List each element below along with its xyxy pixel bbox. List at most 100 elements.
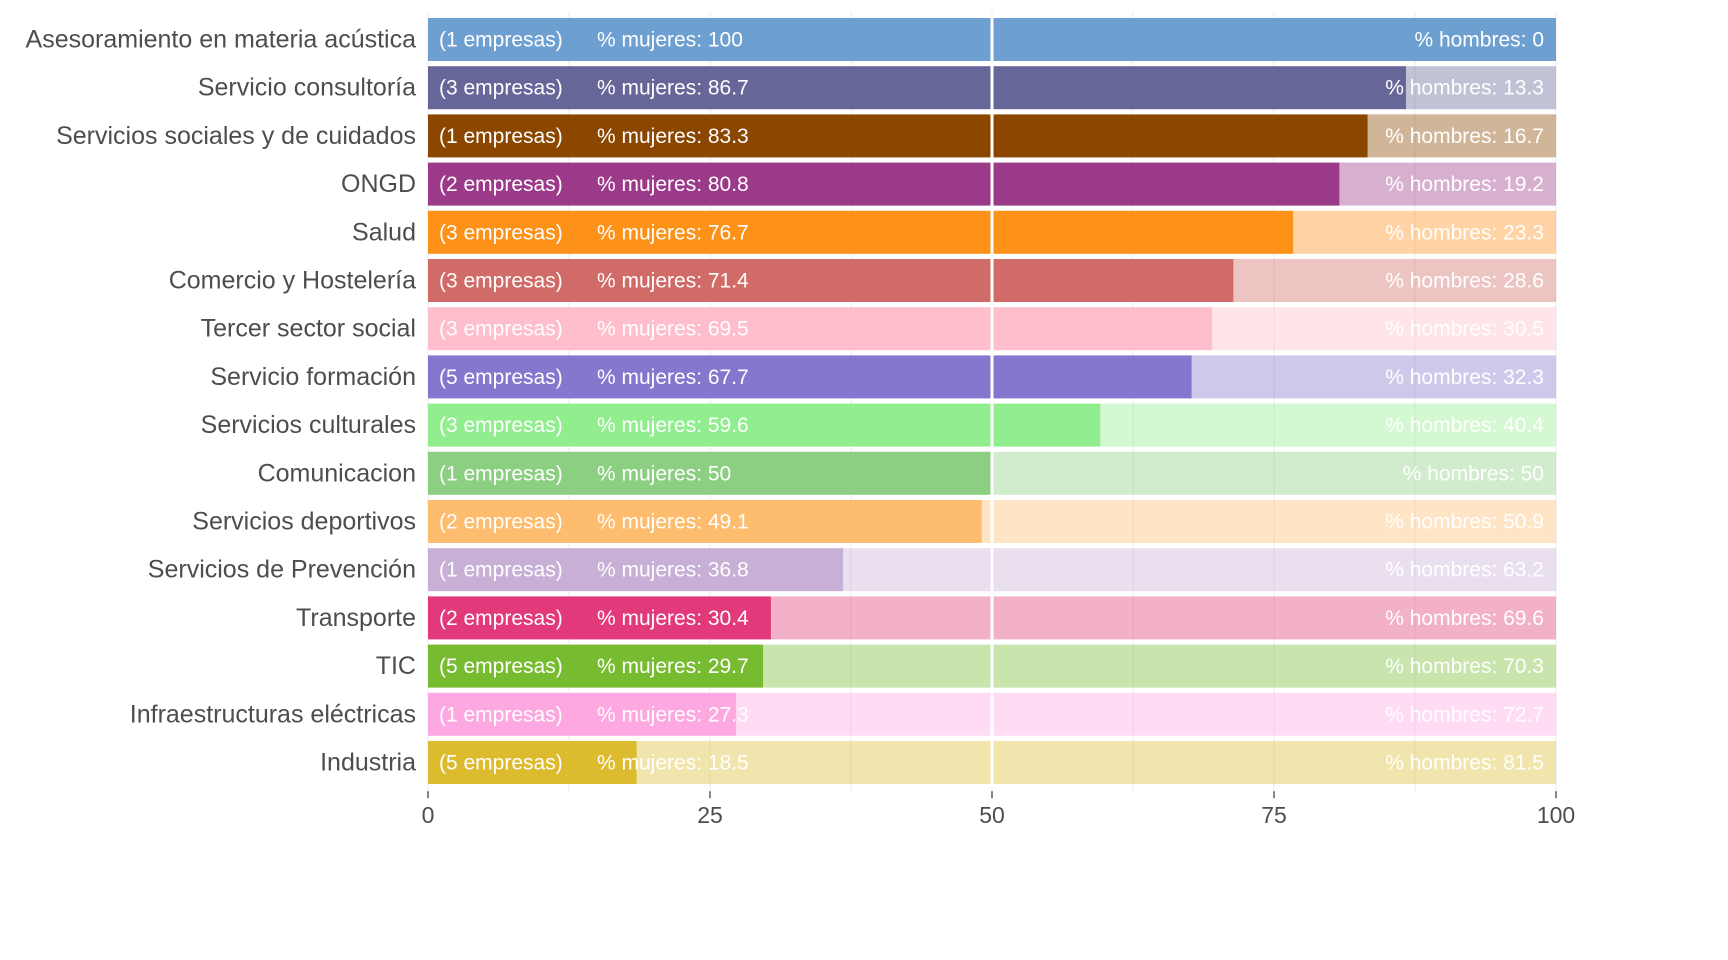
hombres-value-label: % hombres: 50.9 — [1385, 511, 1544, 534]
x-tick-label: 75 — [1261, 802, 1287, 828]
bar-hombres — [770, 596, 1556, 640]
category-label: Industria — [320, 749, 416, 777]
company-count-label: (1 empresas) — [439, 125, 563, 148]
bar-hombres — [1339, 162, 1556, 206]
bar-hombres — [1191, 355, 1556, 399]
bar-hombres — [1405, 66, 1556, 110]
bar-hombres — [1211, 307, 1556, 351]
bar-mujeres — [428, 259, 1234, 302]
company-count-label: (3 empresas) — [439, 221, 563, 244]
mujeres-value-label: % mujeres: 49.1 — [597, 511, 749, 534]
mujeres-value-label: % mujeres: 18.5 — [597, 752, 749, 775]
mujeres-value-label: % mujeres: 71.4 — [597, 270, 749, 293]
category-label: Servicios deportivos — [192, 508, 416, 536]
bar-mujeres — [428, 162, 1340, 206]
company-count-label: (5 empresas) — [439, 752, 563, 775]
bar-labels: (1 empresas) % mujeres: 100 % hombres: 0 (3… — [439, 29, 1544, 775]
mujeres-value-label: % mujeres: 29.7 — [597, 655, 749, 678]
company-count-label: (5 empresas) — [439, 655, 563, 678]
mujeres-value-label: % mujeres: 100 — [597, 29, 743, 52]
company-count-label: (3 empresas) — [439, 270, 563, 293]
hombres-value-label: % hombres: 23.3 — [1385, 221, 1544, 244]
x-tick-label: 100 — [1537, 802, 1575, 828]
category-labels: Asesoramiento en materia acústica Servici… — [26, 26, 417, 777]
hombres-value-label: % hombres: 19.2 — [1385, 173, 1544, 196]
bar-mujeres — [428, 692, 736, 736]
bar-hombres — [1100, 403, 1556, 447]
category-label: Infraestructuras eléctricas — [130, 700, 416, 728]
bar-mujeres — [428, 403, 1101, 447]
category-label: Tercer sector social — [201, 315, 416, 343]
x-tick-label: 25 — [697, 802, 723, 828]
bar-mujeres — [428, 548, 844, 592]
hombres-value-label: % hombres: 69.6 — [1385, 607, 1544, 630]
hombres-value-label: % hombres: 72.7 — [1385, 703, 1544, 726]
bar-mujeres — [428, 451, 992, 495]
hombres-value-label: % hombres: 81.5 — [1385, 752, 1544, 775]
bar-hombres — [1233, 259, 1556, 302]
category-label: Asesoramiento en materia acústica — [26, 26, 417, 54]
bar-hombres — [1293, 210, 1556, 254]
mujeres-value-label: % mujeres: 83.3 — [597, 125, 749, 148]
category-label: Transporte — [296, 604, 416, 632]
x-tick-label: 0 — [422, 802, 435, 828]
mujeres-value-label: % mujeres: 69.5 — [597, 318, 749, 341]
company-count-label: (3 empresas) — [439, 77, 563, 100]
category-label: ONGD — [341, 170, 416, 198]
company-count-label: (2 empresas) — [439, 607, 563, 630]
bar-mujeres — [428, 210, 1294, 254]
category-label: Servicios culturales — [201, 411, 416, 439]
mujeres-value-label: % mujeres: 76.7 — [597, 221, 749, 244]
company-count-label: (2 empresas) — [439, 511, 563, 534]
hombres-value-label: % hombres: 30.5 — [1385, 318, 1544, 341]
bar-hombres — [763, 644, 1556, 688]
bar-hombres — [636, 741, 1556, 784]
mujeres-value-label: % mujeres: 30.4 — [597, 607, 749, 630]
bar-mujeres — [428, 307, 1212, 351]
hombres-value-label: % hombres: 70.3 — [1385, 655, 1544, 678]
hombres-value-label: % hombres: 16.7 — [1385, 125, 1544, 148]
bar-hombres — [1367, 114, 1556, 158]
hombres-value-label: % hombres: 28.6 — [1385, 270, 1544, 293]
mujeres-value-label: % mujeres: 50 — [597, 462, 731, 485]
bar-hombres — [735, 692, 1556, 736]
mujeres-value-label: % mujeres: 27.3 — [597, 703, 749, 726]
category-label: Servicios sociales y de cuidados — [56, 122, 416, 150]
mujeres-value-label: % mujeres: 86.7 — [597, 77, 749, 100]
company-count-label: (2 empresas) — [439, 173, 563, 196]
company-count-label: (3 empresas) — [439, 414, 563, 437]
bars — [428, 18, 1556, 784]
hombres-value-label: % hombres: 50 — [1403, 462, 1544, 485]
bar-hombres — [843, 548, 1556, 592]
bar-mujeres — [428, 644, 764, 688]
bar-hombres — [992, 451, 1556, 495]
bar-hombres — [981, 500, 1556, 543]
category-label: Servicio consultoría — [198, 74, 416, 102]
category-label: Comercio y Hostelería — [169, 267, 416, 295]
hombres-value-label: % hombres: 0 — [1414, 29, 1544, 52]
hombres-value-label: % hombres: 40.4 — [1385, 414, 1544, 437]
category-label: Salud — [352, 218, 416, 246]
bar-mujeres — [428, 66, 1406, 110]
bar-mujeres — [428, 741, 637, 784]
mujeres-value-label: % mujeres: 59.6 — [597, 414, 749, 437]
hombres-value-label: % hombres: 32.3 — [1385, 366, 1544, 389]
company-count-label: (1 empresas) — [439, 703, 563, 726]
bar-mujeres — [428, 500, 982, 543]
bar-mujeres — [428, 114, 1368, 158]
mujeres-value-label: % mujeres: 67.7 — [597, 366, 749, 389]
company-count-label: (3 empresas) — [439, 318, 563, 341]
company-count-label: (1 empresas) — [439, 559, 563, 582]
mujeres-value-label: % mujeres: 80.8 — [597, 173, 749, 196]
hombres-value-label: % hombres: 63.2 — [1385, 559, 1544, 582]
category-label: Comunicacion — [258, 459, 416, 487]
category-label: Servicios de Prevención — [148, 556, 416, 584]
company-count-label: (1 empresas) — [439, 29, 563, 52]
x-axis-ticks: 0 25 50 75 100 — [422, 791, 1575, 828]
company-count-label: (5 empresas) — [439, 366, 563, 389]
category-label: TIC — [376, 652, 416, 680]
bar-mujeres — [428, 596, 771, 640]
category-label: Servicio formación — [210, 363, 416, 391]
x-tick-label: 50 — [979, 802, 1005, 828]
